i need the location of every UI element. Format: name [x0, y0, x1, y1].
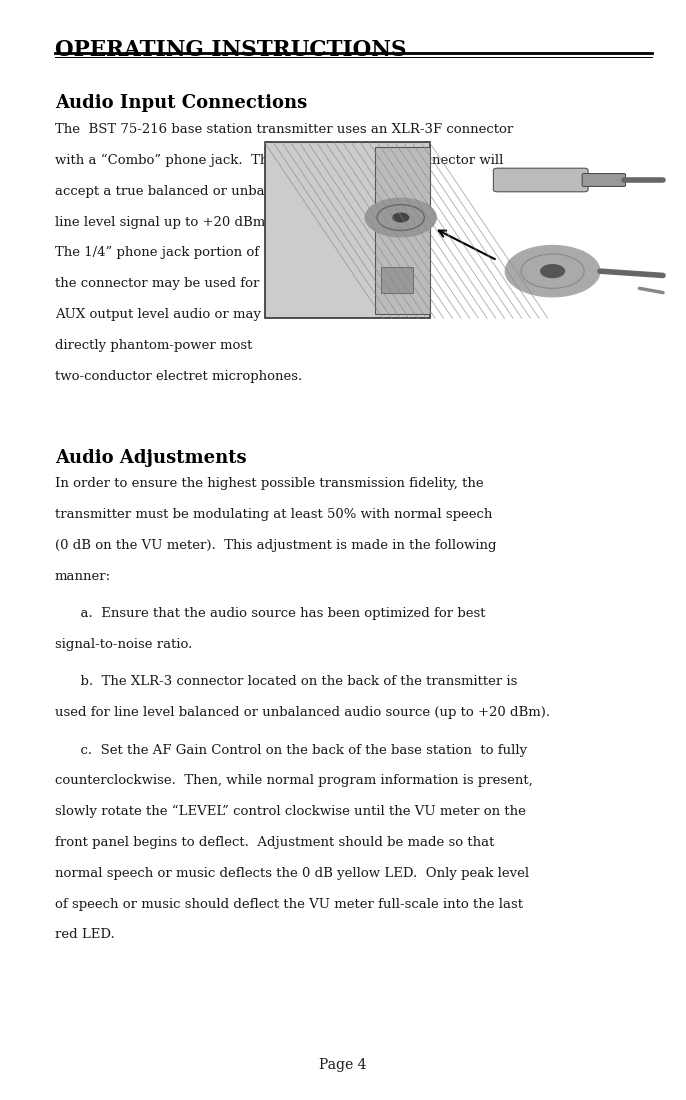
FancyBboxPatch shape [582, 174, 626, 186]
Text: normal speech or music deflects the 0 dB yellow LED.  Only peak level: normal speech or music deflects the 0 dB… [55, 867, 529, 880]
Text: directly phantom-power most: directly phantom-power most [55, 339, 252, 352]
Text: The  BST 75-216 base station transmitter uses an XLR-3F connector: The BST 75-216 base station transmitter … [55, 123, 513, 136]
Text: manner:: manner: [55, 570, 111, 583]
Text: In order to ensure the highest possible transmission fidelity, the: In order to ensure the highest possible … [55, 477, 484, 491]
Text: Audio Input Connections: Audio Input Connections [55, 94, 307, 111]
Text: a.  Ensure that the audio source has been optimized for best: a. Ensure that the audio source has been… [55, 607, 486, 620]
Text: counterclockwise.  Then, while normal program information is present,: counterclockwise. Then, while normal pro… [55, 774, 532, 788]
Circle shape [393, 213, 409, 222]
Circle shape [541, 265, 565, 277]
Text: with a “Combo” phone jack.  The XLR portion of the connector will: with a “Combo” phone jack. The XLR porti… [55, 154, 504, 167]
Text: line level signal up to +20 dBm.: line level signal up to +20 dBm. [55, 216, 270, 229]
Text: OPERATING INSTRUCTIONS: OPERATING INSTRUCTIONS [55, 39, 406, 60]
Text: front panel begins to deflect.  Adjustment should be made so that: front panel begins to deflect. Adjustmen… [55, 836, 494, 849]
Text: signal-to-noise ratio.: signal-to-noise ratio. [55, 638, 192, 651]
Text: accept a true balanced or unbalancéd: accept a true balanced or unbalancéd [55, 185, 309, 198]
FancyArrowPatch shape [439, 231, 495, 260]
Bar [381, 267, 412, 293]
Text: Audio Adjustments: Audio Adjustments [55, 449, 246, 466]
Text: The 1/4” phone jack portion of: The 1/4” phone jack portion of [55, 246, 259, 260]
Bar [265, 143, 430, 318]
Text: c.  Set the AF Gain Control on the back of the base station  to fully: c. Set the AF Gain Control on the back o… [55, 744, 527, 757]
Text: transmitter must be modulating at least 50% with normal speech: transmitter must be modulating at least … [55, 508, 493, 521]
Circle shape [365, 198, 436, 236]
Text: (0 dB on the VU meter).  This adjustment is made in the following: (0 dB on the VU meter). This adjustment … [55, 539, 497, 552]
Text: the connector may be used for: the connector may be used for [55, 277, 259, 290]
Text: AUX output level audio or may: AUX output level audio or may [55, 308, 261, 321]
Text: slowly rotate the “LEVEL” control clockwise until the VU meter on the: slowly rotate the “LEVEL” control clockw… [55, 805, 525, 818]
FancyBboxPatch shape [493, 168, 588, 191]
Text: red LED.: red LED. [55, 928, 115, 942]
Circle shape [505, 245, 600, 297]
Bar [375, 146, 430, 315]
Text: Page 4: Page 4 [319, 1058, 367, 1072]
Text: of speech or music should deflect the VU meter full-scale into the last: of speech or music should deflect the VU… [55, 898, 523, 911]
Text: two-conductor electret microphones.: two-conductor electret microphones. [55, 370, 302, 383]
Text: used for line level balanced or unbalanced audio source (up to +20 dBm).: used for line level balanced or unbalanc… [55, 706, 550, 719]
Text: b.  The XLR-3 connector located on the back of the transmitter is: b. The XLR-3 connector located on the ba… [55, 675, 517, 689]
